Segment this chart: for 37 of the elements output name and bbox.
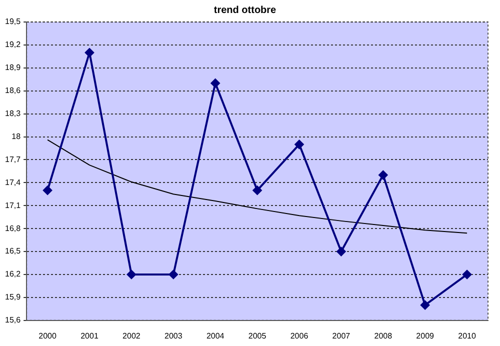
y-tick-label: 16,2 (4, 270, 22, 279)
x-tick-label: 2008 (374, 331, 393, 340)
point (294, 140, 304, 149)
point (168, 270, 178, 279)
y-tick-label: 15,6 (4, 316, 22, 325)
y-tick-label: 18 (12, 132, 22, 141)
point (252, 186, 262, 195)
point (84, 48, 94, 58)
chart-title: trend ottobre (214, 4, 277, 16)
y-tick-label: 17,7 (4, 154, 22, 164)
y-tick-label: 18,6 (4, 86, 22, 96)
y-tick-label: 16,5 (4, 246, 22, 256)
x-tick-label: 2010 (458, 331, 476, 340)
x-tick-label: 2003 (164, 331, 183, 340)
point (210, 78, 220, 88)
point (420, 300, 430, 310)
x-tick-label: 2000 (38, 331, 57, 340)
y-tick-label: 15,9 (4, 292, 22, 302)
x-tick-label: 2004 (206, 331, 225, 340)
x-tick-label: 2009 (416, 331, 435, 340)
y-tick-label: 19,2 (4, 40, 22, 50)
x-tick-label: 2007 (332, 331, 351, 340)
point (43, 186, 52, 195)
point (462, 270, 472, 279)
point (336, 247, 346, 256)
y-tick-label: 17,4 (4, 178, 22, 187)
y-tick-label: 17,1 (4, 200, 22, 210)
point (126, 270, 136, 279)
y-tick-label: 16,8 (4, 224, 22, 233)
y-tick-label: 18,3 (4, 109, 22, 118)
y-tick-label: 19,5 (4, 17, 22, 26)
x-tick-label: 2005 (248, 331, 267, 340)
y-tick-label: 18,9 (4, 63, 22, 72)
point (378, 170, 388, 180)
x-tick-label: 2006 (290, 331, 309, 340)
x-tick-label: 2001 (80, 331, 99, 340)
x-tick-label: 2002 (122, 331, 141, 340)
